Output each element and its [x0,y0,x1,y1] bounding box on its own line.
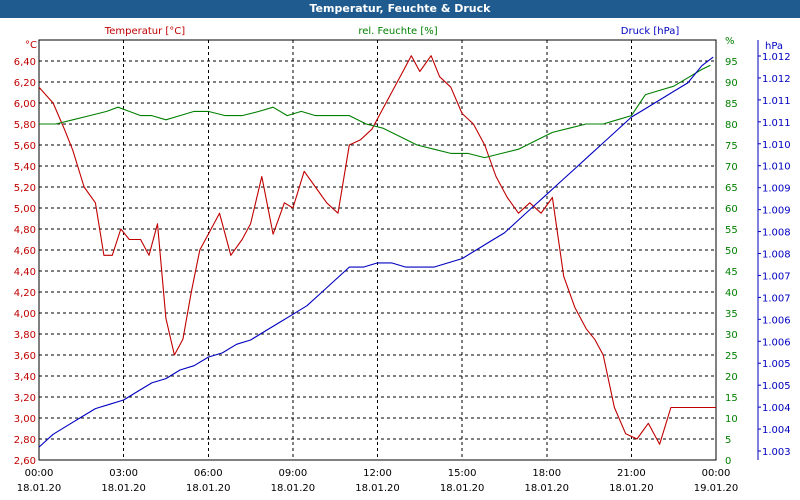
pressure-tick-label: 1.008 [762,250,791,261]
humidity-tick-label: 25 [725,351,738,362]
temperature-unit-label: °C [25,40,37,51]
x-tick-time: 00:00 [25,468,54,479]
humidity-tick-label: 70 [725,162,738,173]
x-tick-date: 19.01.20 [694,483,739,494]
temperature-tick-label: 3,00 [14,414,36,425]
pressure-tick-label: 1.004 [762,425,791,436]
x-tick-date: 18.01.20 [609,483,654,494]
pressure-tick-label: 1.012 [762,74,791,85]
humidity-tick-label: 45 [725,267,738,278]
pressure-tick-label: 1.009 [762,206,791,217]
pressure-series-label: Druck [hPa] [621,26,680,37]
pressure-tick-label: 1.005 [762,381,791,392]
x-tick-time: 06:00 [194,468,223,479]
temperature-tick-label: 5,20 [14,183,36,194]
pressure-tick-label: 1.003 [762,447,791,458]
temperature-tick-label: 4,00 [14,309,36,320]
x-tick-date: 18.01.20 [271,483,316,494]
humidity-tick-label: 90 [725,78,738,89]
temperature-tick-label: 3,80 [14,330,36,341]
temperature-tick-label: 4,60 [14,246,36,257]
humidity-tick-label: 95 [725,57,738,68]
humidity-tick-label: % [725,36,735,47]
window-title: Temperatur, Feuchte & Druck [0,0,800,18]
x-tick-time: 09:00 [278,468,307,479]
temperature-tick-label: 4,40 [14,267,36,278]
humidity-tick-label: 55 [725,225,738,236]
temperature-tick-label: 3,40 [14,372,36,383]
pressure-tick-label: 1.007 [762,293,791,304]
humidity-tick-label: 80 [725,120,738,131]
x-tick-time: 03:00 [109,468,138,479]
pressure-tick-label: 1.006 [762,337,791,348]
temperature-tick-label: 6,00 [14,99,36,110]
x-tick-time: 18:00 [532,468,561,479]
pressure-tick-label: 1.008 [762,228,791,239]
x-tick-date: 18.01.20 [355,483,400,494]
pressure-tick-label: 1.011 [762,118,791,129]
x-tick-date: 18.01.20 [101,483,146,494]
temperature-tick-label: 2,60 [14,456,36,467]
x-tick-time: 12:00 [363,468,392,479]
x-tick-date: 18.01.20 [17,483,62,494]
x-tick-time: 00:00 [702,468,731,479]
humidity-tick-label: 75 [725,141,738,152]
temperature-tick-label: 3,20 [14,393,36,404]
pressure-tick-label: 1.010 [762,162,791,173]
humidity-tick-label: 20 [725,372,738,383]
temperature-series-line [38,55,716,445]
temperature-tick-label: 5,00 [14,204,36,215]
pressure-tick-label: 1.006 [762,315,791,326]
pressure-tick-label: 1.010 [762,140,791,151]
temperature-tick-label: 2,80 [14,435,36,446]
temperature-tick-label: 5,60 [14,141,36,152]
humidity-tick-label: 85 [725,99,738,110]
temperature-tick-label: 4,80 [14,225,36,236]
pressure-series-line [38,56,714,448]
plot-frame [38,39,717,461]
humidity-series-line [39,64,711,159]
humidity-tick-label: 0 [725,456,731,467]
pressure-tick-label: 1.011 [762,96,791,107]
humidity-tick-label: 35 [725,309,738,320]
x-tick-date: 18.01.20 [440,483,485,494]
x-tick-time: 15:00 [448,468,477,479]
temperature-series-label: Temperatur [°C] [104,26,185,37]
temperature-tick-label: 5,80 [14,120,36,131]
humidity-tick-label: 5 [725,435,731,446]
pressure-tick-label: 1.004 [762,403,791,414]
x-tick-date: 18.01.20 [524,483,569,494]
temperature-tick-label: 5,40 [14,162,36,173]
humidity-series-label: rel. Feuchte [%] [358,26,437,37]
pressure-tick-label: 1.012 [762,52,791,63]
pressure-tick-label: 1.005 [762,359,791,370]
x-tick-time: 21:00 [617,468,646,479]
pressure-tick-label: 1.007 [762,271,791,282]
temperature-tick-label: 3,60 [14,351,36,362]
humidity-tick-label: 30 [725,330,738,341]
pressure-unit-label: hPa [765,41,783,52]
temperature-tick-label: 4,20 [14,288,36,299]
humidity-tick-label: 60 [725,204,738,215]
humidity-tick-label: 10 [725,414,738,425]
humidity-tick-label: 50 [725,246,738,257]
humidity-tick-label: 40 [725,288,738,299]
x-tick-date: 18.01.20 [186,483,231,494]
temperature-tick-label: 6,40 [14,57,36,68]
humidity-tick-label: 65 [725,183,738,194]
pressure-tick-label: 1.009 [762,184,791,195]
humidity-tick-label: 15 [725,393,738,404]
temperature-tick-label: 6,20 [14,78,36,89]
